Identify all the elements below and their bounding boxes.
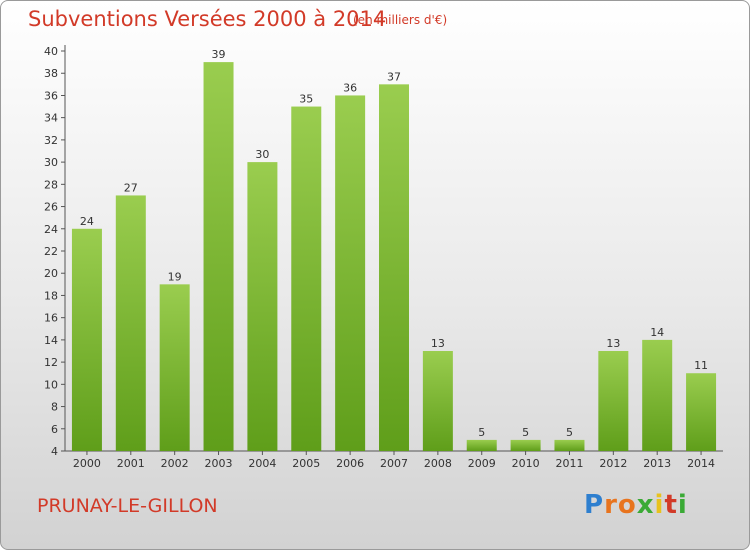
y-tick-label: 30 [44,156,58,169]
data-label: 37 [387,70,401,83]
logo-letter: P [584,490,605,520]
x-tick-label: 2008 [424,457,452,470]
data-label: 5 [522,426,529,439]
data-label: 14 [650,326,664,339]
y-tick-label: 34 [44,112,58,125]
bar-2000 [71,228,102,451]
y-tick-label: 12 [44,356,58,369]
data-label: 30 [255,148,269,161]
y-tick-label: 14 [44,334,58,347]
x-tick-label: 2014 [687,457,715,470]
data-label: 24 [80,215,94,228]
y-tick-label: 4 [51,445,58,458]
bar-2004 [247,162,278,451]
bars-group [71,62,717,452]
data-labels-group: 24 27 19 39 30 35 36 37 13 5 5 5 13 14 11 [80,48,708,439]
logo-letter: i [677,490,688,520]
y-tick-label: 6 [51,423,58,436]
y-tick-label: 16 [44,312,58,325]
logo-letter: x [636,490,655,520]
data-label: 13 [606,337,620,350]
data-label: 39 [212,48,226,61]
logo-letter: t [664,490,678,520]
y-tick-label: 40 [44,45,58,58]
bar-2013 [642,339,673,451]
x-tick-label: 2012 [599,457,627,470]
y-tick-label: 24 [44,223,58,236]
bar-2002 [159,284,190,451]
x-tick-label: 2004 [248,457,276,470]
bar-2008 [422,351,453,451]
data-label: 36 [343,81,357,94]
y-tick-label: 8 [51,401,58,414]
bar-2003 [203,62,234,451]
commune-name: PRUNAY-LE-GILLON [37,495,218,517]
x-tick-label: 2007 [380,457,408,470]
data-label: 35 [299,93,313,106]
data-label: 27 [124,181,138,194]
y-tick-label: 20 [44,267,58,280]
logo-letter: i [654,490,665,520]
logo-letter: o [617,490,637,520]
y-tick-label: 18 [44,289,58,302]
data-label: 13 [431,337,445,350]
x-tick-label: 2005 [292,457,320,470]
data-label: 11 [694,359,708,372]
data-label: 5 [478,426,485,439]
bar-2012 [598,351,629,451]
y-tick-label: 22 [44,245,58,258]
bar-2006 [335,95,366,451]
x-tick-label: 2013 [643,457,671,470]
proxiti-logo: Proxiti [584,490,688,520]
logo-letter: r [604,490,618,520]
bar-2011 [554,439,585,451]
bar-2001 [115,195,146,451]
data-label: 5 [566,426,573,439]
y-tick-label: 38 [44,67,58,80]
x-tick-label: 2000 [73,457,101,470]
y-tick-label: 28 [44,178,58,191]
x-tick-label: 2002 [161,457,189,470]
bar-2005 [291,106,322,452]
x-tick-label: 2003 [205,457,233,470]
bar-2010 [510,439,541,451]
bar-2009 [466,439,497,451]
data-label: 19 [168,270,182,283]
y-tick-label: 36 [44,89,58,102]
bar-2014 [686,373,717,451]
y-tick-label: 26 [44,201,58,214]
x-tick-label: 2006 [336,457,364,470]
y-tick-label: 10 [44,378,58,391]
x-tick-label: 2010 [512,457,540,470]
x-tick-label: 2001 [117,457,145,470]
y-tick-label: 32 [44,134,58,147]
axes: 4 6 8 10 12 14 16 18 20 22 24 26 28 30 32 34 36 38 40 2000 2… [44,45,723,470]
x-tick-label: 2009 [468,457,496,470]
unit-label: (en milliers d'€) [353,13,448,27]
x-tick-label: 2011 [555,457,583,470]
bar-2007 [379,84,409,451]
chart-title: Subventions Versées 2000 à 2014 [28,7,387,31]
